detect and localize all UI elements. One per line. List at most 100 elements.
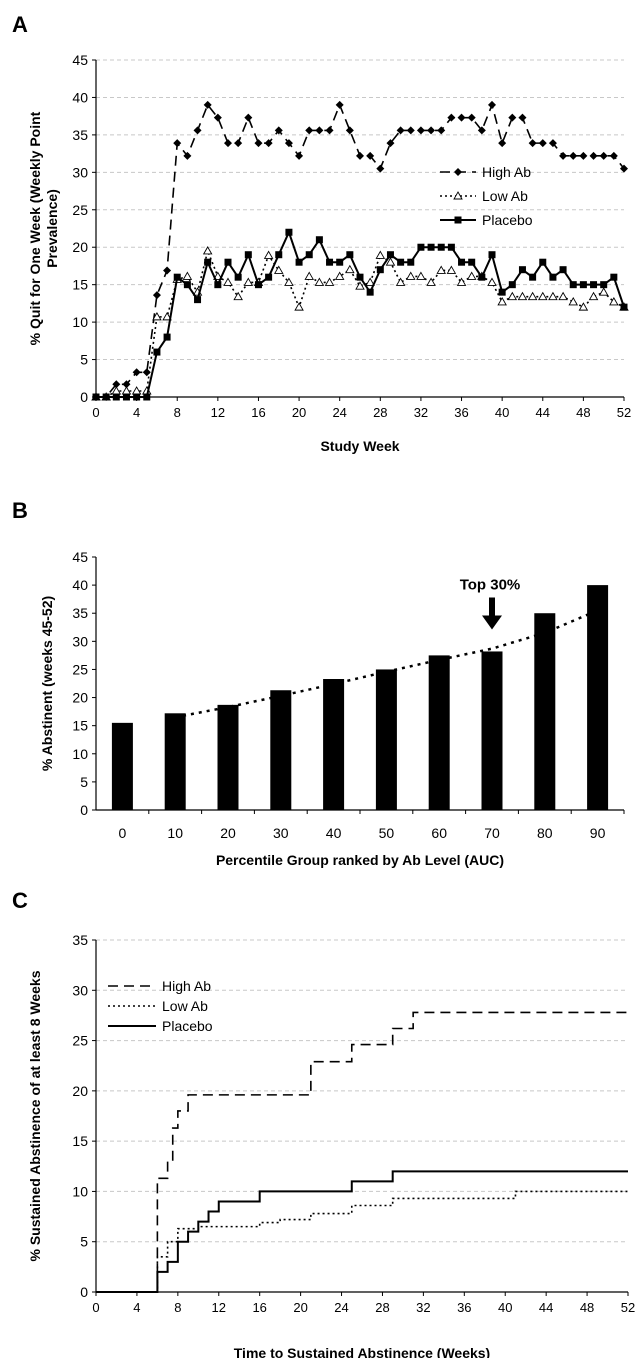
marker-low-ab <box>588 291 599 301</box>
bar-70 <box>481 651 503 810</box>
bar-0 <box>111 722 133 810</box>
marker-legend <box>454 168 462 176</box>
y-tick-label: 35 <box>72 127 88 143</box>
marker-low-ab <box>375 250 386 259</box>
marker-placebo <box>214 281 222 289</box>
x-axis-label: Percentile Group ranked by Ab Level (AUC… <box>216 852 504 868</box>
marker-placebo <box>366 288 374 296</box>
y-tick-label: 35 <box>72 932 88 948</box>
x-tick-label: 90 <box>590 825 606 841</box>
marker-high-ab <box>416 126 425 135</box>
bar-10 <box>164 713 186 810</box>
marker-placebo <box>427 243 435 251</box>
marker-high-ab <box>132 368 141 377</box>
marker-low-ab <box>558 291 568 301</box>
marker-placebo <box>610 273 618 281</box>
x-tick-label: 10 <box>167 825 183 841</box>
marker-placebo <box>143 393 151 401</box>
marker-low-ab <box>527 291 538 301</box>
marker-placebo <box>498 288 506 296</box>
marker-low-ab <box>162 311 172 321</box>
series-line-placebo <box>96 1170 628 1293</box>
marker-placebo <box>326 258 334 266</box>
marker-high-ab <box>345 126 354 135</box>
marker-placebo <box>163 333 171 341</box>
y-tick-label: 0 <box>80 802 88 818</box>
legend-label-low-ab: Low Ab <box>162 998 208 1014</box>
marker-low-ab <box>263 250 274 259</box>
marker-low-ab <box>314 277 325 286</box>
marker-high-ab <box>538 139 547 148</box>
marker-placebo <box>590 281 598 289</box>
marker-placebo <box>508 281 516 289</box>
legend-label-placebo: Placebo <box>482 212 533 228</box>
marker-low-ab <box>243 277 254 286</box>
marker-placebo <box>173 273 181 281</box>
x-tick-label: 20 <box>220 825 236 841</box>
x-tick-label: 16 <box>252 1300 266 1315</box>
y-tick-label: 20 <box>72 1083 88 1099</box>
y-axis-label: % Quit for One Week (Weekly PointPrevale… <box>27 111 60 345</box>
chart-b: 0 5 10 15 20 25 30 35 40 45 0 10 20 30 40 50 60 70 80 90 Top… <box>39 549 625 868</box>
marker-high-ab <box>620 164 628 173</box>
marker-low-ab <box>273 265 284 274</box>
marker-low-ab <box>578 302 589 311</box>
bar-80 <box>534 613 556 810</box>
marker-placebo <box>204 258 212 266</box>
marker-low-ab <box>456 277 467 286</box>
x-tick-label: 12 <box>211 405 225 420</box>
marker-low-ab <box>609 296 619 306</box>
y-tick-label: 25 <box>72 202 88 218</box>
marker-placebo <box>153 348 161 356</box>
marker-placebo <box>234 273 242 281</box>
x-tick-label: 40 <box>495 405 509 420</box>
marker-high-ab <box>264 139 273 148</box>
bar-30 <box>270 690 292 810</box>
marker-high-ab <box>163 266 172 275</box>
marker-placebo <box>336 258 344 266</box>
marker-placebo <box>468 258 476 266</box>
x-tick-label: 32 <box>416 1300 430 1315</box>
y-tick-label: 10 <box>72 746 88 762</box>
x-tick-label: 40 <box>498 1300 512 1315</box>
y-tick-label: 0 <box>80 1284 88 1300</box>
marker-high-ab <box>386 139 395 148</box>
marker-low-ab <box>233 291 243 301</box>
marker-high-ab <box>396 126 405 135</box>
marker-high-ab <box>518 113 527 122</box>
marker-high-ab <box>335 100 344 109</box>
marker-placebo <box>600 281 608 289</box>
marker-low-ab <box>487 277 497 286</box>
marker-low-ab <box>223 277 233 286</box>
legend-label-high-ab: High Ab <box>482 164 531 180</box>
marker-low-ab <box>152 311 162 321</box>
marker-high-ab <box>193 126 202 135</box>
marker-high-ab <box>366 151 375 160</box>
marker-placebo <box>376 266 384 274</box>
marker-placebo <box>437 243 445 251</box>
x-axis-label: Time to Sustained Abstinence (Weeks) <box>234 1345 490 1358</box>
marker-high-ab <box>152 291 161 300</box>
x-tick-label: 52 <box>621 1300 635 1315</box>
trendline <box>174 609 599 719</box>
marker-high-ab <box>467 113 476 122</box>
marker-low-ab <box>537 291 548 301</box>
x-tick-label: 40 <box>326 825 342 841</box>
marker-high-ab <box>528 139 537 148</box>
marker-low-ab <box>466 271 477 280</box>
legend-label-placebo: Placebo <box>162 1018 213 1034</box>
marker-placebo <box>356 273 364 281</box>
y-tick-label: 10 <box>72 1183 88 1199</box>
marker-low-ab <box>497 296 507 306</box>
x-tick-label: 16 <box>251 405 265 420</box>
x-tick-label: 48 <box>580 1300 594 1315</box>
marker-low-ab <box>334 271 345 280</box>
x-tick-label: 36 <box>457 1300 471 1315</box>
marker-high-ab <box>254 139 263 148</box>
marker-low-ab <box>395 277 406 286</box>
marker-high-ab <box>508 113 517 122</box>
marker-high-ab <box>609 151 618 160</box>
x-tick-label: 8 <box>174 1300 181 1315</box>
